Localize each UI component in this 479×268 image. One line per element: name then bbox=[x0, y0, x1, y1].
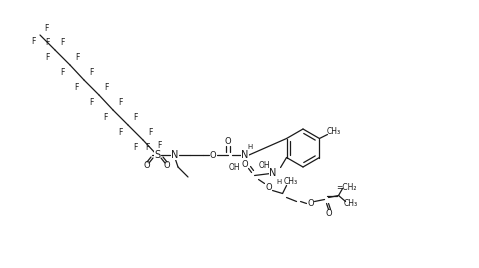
Text: F: F bbox=[148, 128, 153, 137]
Text: F: F bbox=[44, 24, 48, 33]
Text: F: F bbox=[103, 113, 107, 122]
Text: N: N bbox=[241, 150, 249, 160]
Text: F: F bbox=[60, 68, 64, 77]
Text: H: H bbox=[247, 144, 252, 150]
Text: F: F bbox=[74, 83, 78, 92]
Text: F: F bbox=[32, 37, 36, 46]
Text: F: F bbox=[145, 143, 149, 151]
Text: F: F bbox=[45, 53, 49, 62]
Text: F: F bbox=[76, 53, 80, 62]
Text: F: F bbox=[118, 128, 123, 137]
Text: O: O bbox=[307, 199, 314, 208]
Text: CH₃: CH₃ bbox=[326, 127, 341, 136]
Text: N: N bbox=[269, 168, 276, 177]
Text: CH₃: CH₃ bbox=[284, 177, 297, 186]
Text: OH: OH bbox=[228, 162, 240, 172]
Text: F: F bbox=[157, 140, 161, 150]
Text: F: F bbox=[46, 38, 50, 47]
Text: O: O bbox=[325, 209, 332, 218]
Text: =CH₂: =CH₂ bbox=[336, 183, 357, 192]
Text: CH₃: CH₃ bbox=[343, 199, 358, 208]
Text: F: F bbox=[105, 83, 109, 92]
Text: O: O bbox=[265, 183, 272, 192]
Text: F: F bbox=[90, 68, 94, 77]
Text: F: F bbox=[60, 38, 65, 47]
Text: F: F bbox=[89, 98, 93, 107]
Text: F: F bbox=[119, 98, 123, 107]
Text: N: N bbox=[171, 150, 179, 160]
Text: O: O bbox=[164, 161, 171, 169]
Text: O: O bbox=[210, 151, 217, 159]
Text: OH: OH bbox=[259, 161, 270, 170]
Text: O: O bbox=[225, 137, 231, 147]
Text: S: S bbox=[154, 150, 160, 160]
Text: F: F bbox=[134, 113, 138, 122]
Text: H: H bbox=[276, 178, 281, 184]
Text: F: F bbox=[133, 143, 137, 152]
Text: O: O bbox=[144, 161, 150, 169]
Text: O: O bbox=[241, 160, 248, 169]
